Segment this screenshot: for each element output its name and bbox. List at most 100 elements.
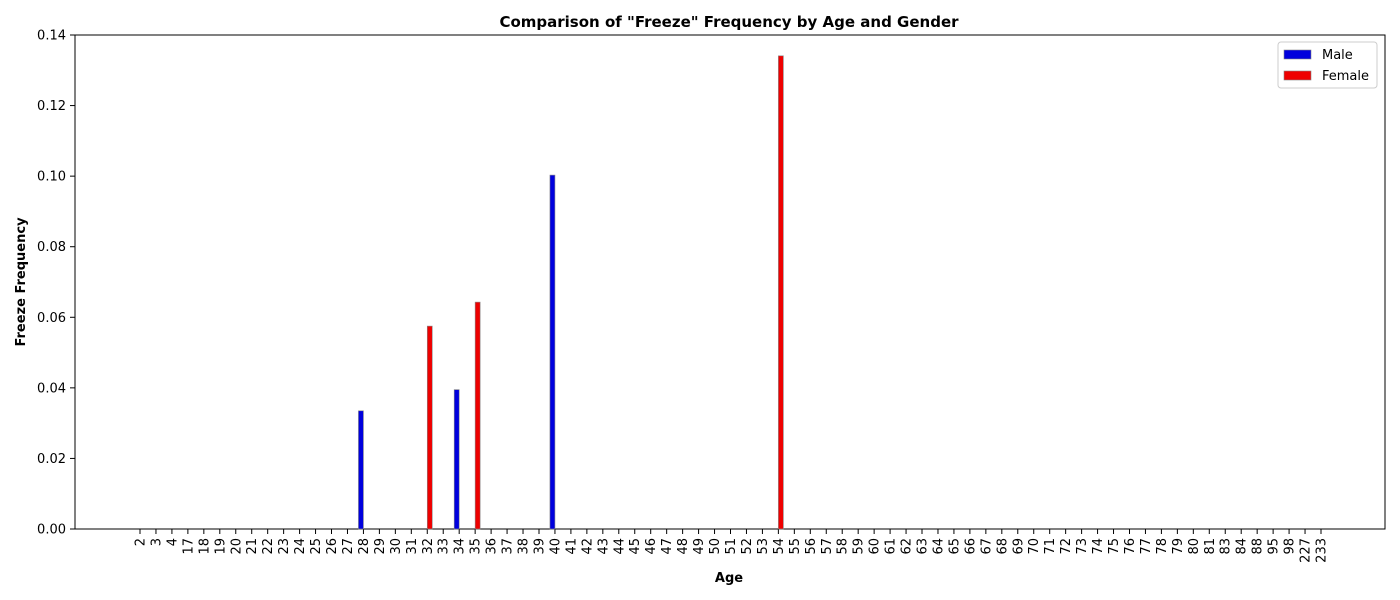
x-tick-label: 18 bbox=[197, 538, 212, 555]
x-tick-label: 21 bbox=[245, 538, 260, 555]
x-tick-label: 233 bbox=[1315, 538, 1330, 563]
x-tick-label: 25 bbox=[309, 538, 324, 555]
x-tick-label: 20 bbox=[229, 538, 244, 555]
x-tick-label: 28 bbox=[357, 538, 372, 555]
y-tick-label: 0.14 bbox=[37, 29, 66, 44]
y-tick-label: 0.02 bbox=[37, 452, 66, 467]
bar-male-28 bbox=[358, 410, 364, 530]
x-tick-label: 37 bbox=[501, 538, 516, 555]
x-tick-label: 17 bbox=[181, 538, 196, 555]
x-tick-label: 54 bbox=[772, 538, 787, 555]
x-tick-label: 26 bbox=[325, 538, 340, 555]
x-tick-label: 75 bbox=[1107, 538, 1122, 555]
chart-title: Comparison of "Freeze" Frequency by Age … bbox=[499, 13, 959, 31]
plot-area: 0.000.020.040.060.080.100.120.142 3 4 17 18 1… bbox=[37, 29, 1386, 563]
x-tick-label: 81 bbox=[1203, 538, 1218, 555]
x-tick-label: 88 bbox=[1251, 538, 1266, 555]
x-tick-label: 50 bbox=[708, 538, 723, 555]
bar-female-32 bbox=[426, 325, 433, 530]
x-tick-label: 2 bbox=[134, 538, 149, 546]
y-tick-label: 0.10 bbox=[37, 170, 66, 185]
x-tick-label: 43 bbox=[596, 538, 611, 555]
x-tick-label: 27 bbox=[341, 538, 356, 555]
x-tick-label: 35 bbox=[469, 538, 484, 555]
y-tick-label: 0.04 bbox=[37, 381, 66, 396]
x-tick-label: 48 bbox=[676, 538, 691, 555]
x-tick-label: 51 bbox=[724, 538, 739, 555]
y-tick-label: 0.00 bbox=[37, 523, 66, 538]
x-tick-label: 79 bbox=[1171, 538, 1186, 555]
x-tick-label: 62 bbox=[900, 538, 915, 555]
bar-male-34 bbox=[453, 389, 460, 530]
x-tick-label: 23 bbox=[277, 538, 292, 555]
x-tick-label: 55 bbox=[788, 538, 803, 555]
x-tick-label: 31 bbox=[405, 538, 420, 555]
x-tick-label: 36 bbox=[485, 538, 500, 555]
x-tick-label: 60 bbox=[868, 538, 883, 555]
x-tick-label: 76 bbox=[1123, 538, 1138, 555]
x-tick-label: 61 bbox=[884, 538, 899, 555]
x-tick-label: 4 bbox=[165, 538, 180, 546]
x-tick-label: 33 bbox=[437, 538, 452, 555]
x-tick-label: 30 bbox=[389, 538, 404, 555]
x-tick-label: 32 bbox=[421, 538, 436, 555]
x-tick-label: 42 bbox=[580, 538, 595, 555]
x-tick-label: 53 bbox=[756, 538, 771, 555]
x-tick-label: 49 bbox=[692, 538, 707, 555]
x-tick-label: 71 bbox=[1043, 538, 1058, 555]
x-tick-label: 84 bbox=[1235, 538, 1250, 555]
legend-swatch-male bbox=[1283, 49, 1312, 60]
x-tick-label: 22 bbox=[261, 538, 276, 555]
x-tick-label: 64 bbox=[931, 538, 946, 555]
x-tick-label: 24 bbox=[293, 538, 308, 555]
x-tick-label: 3 bbox=[149, 538, 164, 546]
x-tick-label: 46 bbox=[644, 538, 659, 555]
x-axis-title: Age bbox=[715, 571, 743, 586]
x-tick-label: 74 bbox=[1091, 538, 1106, 555]
x-tick-label: 98 bbox=[1283, 538, 1298, 555]
y-tick-label: 0.12 bbox=[37, 99, 66, 114]
y-tick-label: 0.06 bbox=[37, 311, 66, 326]
x-tick-label: 52 bbox=[740, 538, 755, 555]
legend: Male Female bbox=[1277, 41, 1378, 89]
x-tick-label: 41 bbox=[564, 538, 579, 555]
x-tick-label: 63 bbox=[916, 538, 931, 555]
x-tick-label: 29 bbox=[373, 538, 388, 555]
x-tick-label: 34 bbox=[453, 538, 468, 555]
x-tick-label: 69 bbox=[1011, 538, 1026, 555]
x-tick-label: 70 bbox=[1027, 538, 1042, 555]
y-tick-label: 0.08 bbox=[37, 240, 66, 255]
bar-female-54 bbox=[778, 55, 784, 530]
x-tick-label: 47 bbox=[660, 538, 675, 555]
x-tick-label: 19 bbox=[213, 538, 228, 555]
plot-frame bbox=[74, 34, 1386, 530]
x-tick-label: 72 bbox=[1059, 538, 1074, 555]
x-tick-label: 80 bbox=[1187, 538, 1202, 555]
x-tick-label: 78 bbox=[1155, 538, 1170, 555]
x-tick-label: 57 bbox=[820, 538, 835, 555]
x-tick-label: 58 bbox=[836, 538, 851, 555]
legend-label-male: Male bbox=[1322, 48, 1353, 63]
x-tick-label: 68 bbox=[995, 538, 1010, 555]
bar-male-40 bbox=[549, 174, 556, 530]
x-tick-label: 66 bbox=[963, 538, 978, 555]
legend-swatch-female bbox=[1283, 70, 1312, 81]
x-tick-label: 45 bbox=[628, 538, 643, 555]
x-tick-label: 77 bbox=[1139, 538, 1154, 555]
x-tick-label: 56 bbox=[804, 538, 819, 555]
y-axis-title: Freeze Frequency bbox=[14, 217, 29, 347]
x-tick-label: 59 bbox=[852, 538, 867, 555]
legend-label-female: Female bbox=[1322, 69, 1369, 84]
x-tick-label: 44 bbox=[612, 538, 627, 555]
x-tick-label: 40 bbox=[548, 538, 563, 555]
x-tick-label: 38 bbox=[517, 538, 532, 555]
x-tick-label: 83 bbox=[1219, 538, 1234, 555]
x-tick-label: 73 bbox=[1075, 538, 1090, 555]
x-tick-label: 39 bbox=[532, 538, 547, 555]
x-tick-label: 95 bbox=[1267, 538, 1282, 555]
x-tick-label: 67 bbox=[979, 538, 994, 555]
x-tick-label: 65 bbox=[947, 538, 962, 555]
x-tick-label: 227 bbox=[1299, 538, 1314, 563]
bar-female-35 bbox=[474, 301, 481, 530]
